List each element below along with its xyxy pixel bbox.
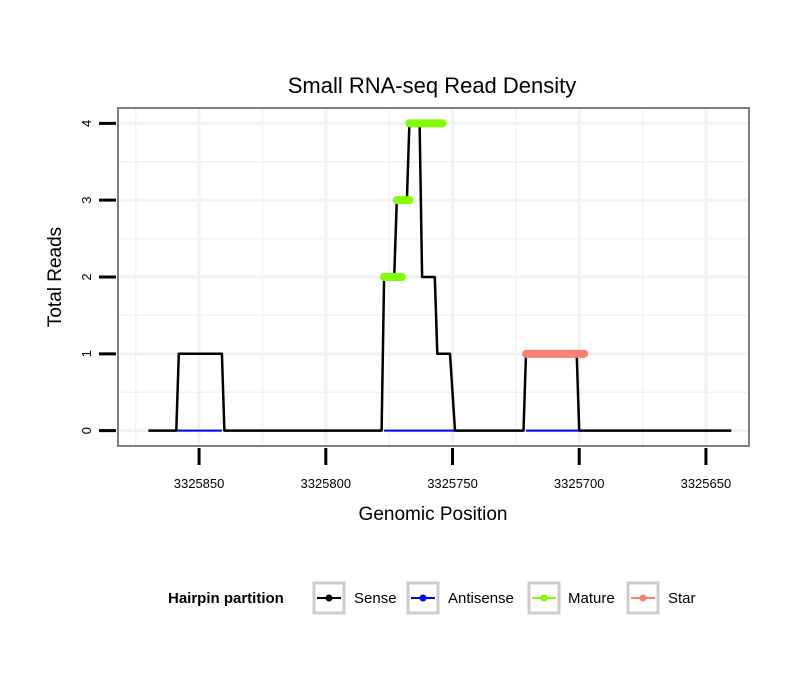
legend-title: Hairpin partition — [168, 590, 284, 607]
legend: Hairpin partition Sense Antisense Mature St… — [168, 581, 696, 615]
x-axis: 3325850 3325800 3325750 3325700 3325650 — [174, 448, 731, 491]
legend-key-dot — [639, 594, 647, 602]
legend-key-dot — [540, 594, 548, 602]
plot-panel — [117, 107, 750, 447]
y-tick-label: 1 — [79, 350, 94, 357]
x-tick-label: 3325800 — [300, 476, 351, 491]
legend-key-dot — [419, 594, 427, 602]
panel-border — [117, 107, 750, 447]
y-tick-label: 2 — [79, 273, 94, 280]
legend-key-dot — [325, 594, 333, 602]
y-tick-label: 3 — [79, 197, 94, 204]
legend-label: Mature — [568, 590, 615, 607]
y-tick-label: 4 — [79, 120, 94, 127]
y-tick-label: 0 — [79, 427, 94, 434]
data-layer — [148, 119, 732, 432]
y-axis-title: Total Reads — [45, 227, 66, 327]
x-axis-title: Genomic Position — [359, 504, 508, 525]
legend-label: Star — [668, 590, 696, 607]
legend-label: Antisense — [448, 590, 514, 607]
x-tick-label: 3325650 — [681, 476, 732, 491]
sense-line — [148, 122, 732, 432]
chart-title: Small RNA-seq Read Density — [288, 73, 577, 98]
x-tick-label: 3325850 — [174, 476, 225, 491]
x-tick-label: 3325700 — [554, 476, 605, 491]
x-tick-label: 3325750 — [427, 476, 478, 491]
y-axis: 0 1 2 3 4 — [79, 120, 116, 434]
legend-label: Sense — [354, 590, 397, 607]
